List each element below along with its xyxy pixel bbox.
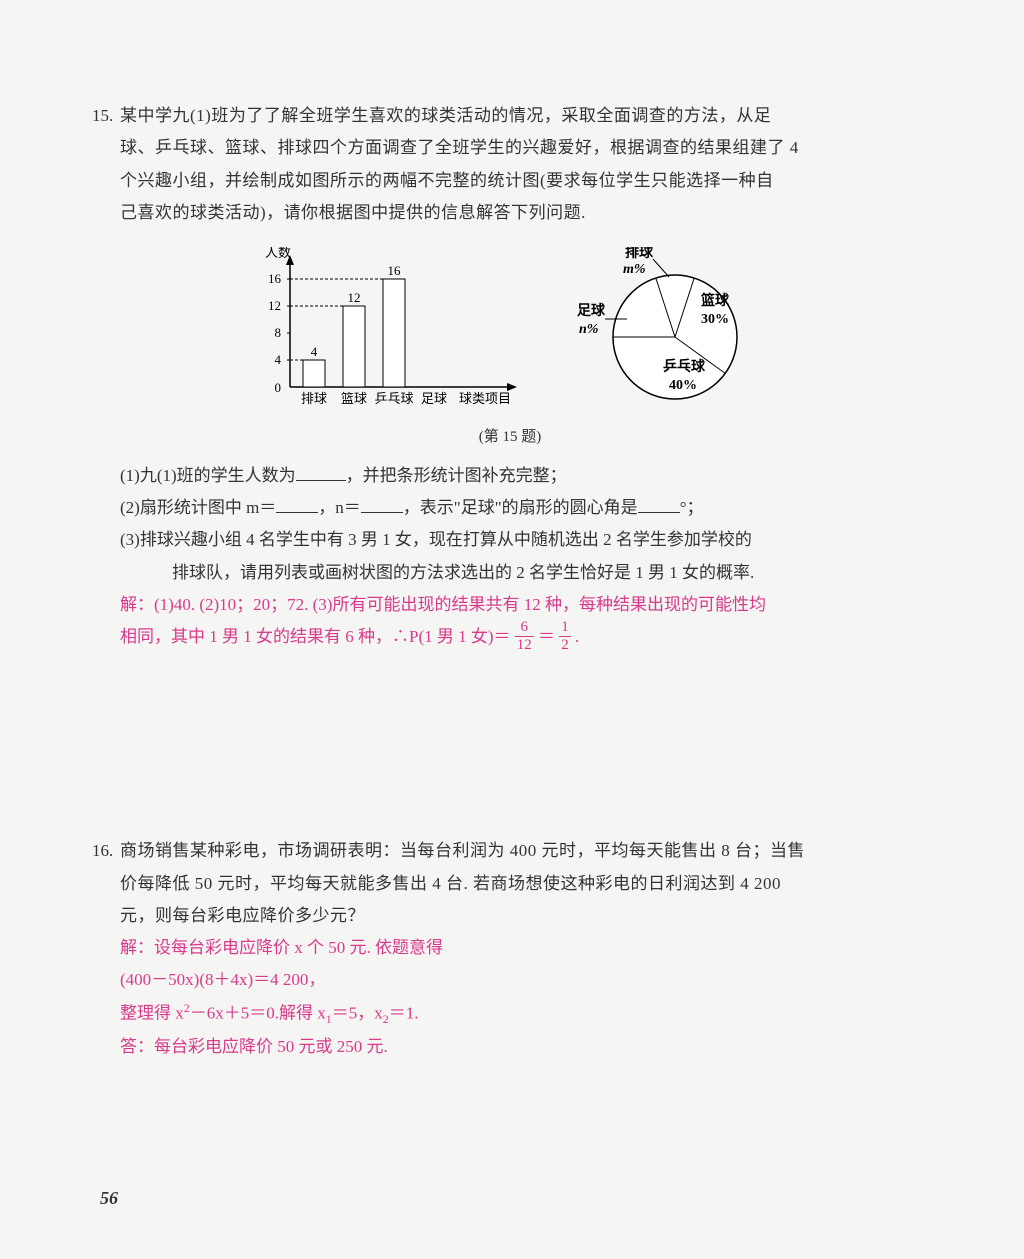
q15-ans2a: 相同，其中 1 男 1 女的结果有 6 种，∴P(1 男 1 女)＝ [120, 627, 511, 646]
frac-1-2: 12 [559, 619, 571, 653]
q15-charts: 人数 0 4 8 12 16 4 12 [120, 247, 900, 417]
q15-p2b: ，n＝ [318, 498, 361, 517]
q15-number: 15. [92, 100, 113, 132]
bar-xlabel: 球类项目 [459, 391, 511, 406]
pie-l-ppq: 乒乓球 [663, 358, 706, 375]
q15-p1b: ，并把条形统计图补充完整； [346, 466, 567, 485]
pie-v-zuqiu: n% [579, 322, 598, 337]
q15-p2c: ，表示"足球"的扇形的圆心角是 [403, 498, 638, 517]
bar-y0: 0 [275, 380, 282, 395]
bar-chart: 人数 0 4 8 12 16 4 12 [245, 247, 525, 417]
blank-2 [276, 494, 318, 513]
bar-y2: 8 [275, 325, 282, 340]
q15-ans2b: ＝ [538, 627, 559, 646]
problem-16: 16. 商场销售某种彩电，市场调研表明：当每台利润为 400 元时，平均每天能售… [120, 835, 900, 1063]
bar-y4: 16 [268, 271, 282, 286]
q15-part3a: (3)排球兴趣小组 4 名学生中有 3 男 1 女，现在打算从中随机选出 2 名… [120, 524, 900, 556]
q15-part3b: 排球队，请用列表或画树状图的方法求选出的 2 名学生恰好是 1 男 1 女的概率… [172, 557, 900, 589]
q15-ans1: 解：(1)40. (2)10；20；72. (3)所有可能出现的结果共有 12 … [120, 589, 900, 621]
q15-p1a: (1)九(1)班的学生人数为 [120, 466, 296, 485]
blank-3 [361, 494, 403, 513]
bar-v1: 12 [348, 290, 361, 305]
page-number: 56 [100, 1188, 118, 1209]
bar-c0: 排球 [301, 391, 327, 406]
q16-ans1: 解：设每台彩电应降价 x 个 50 元. 依题意得 [120, 932, 900, 964]
q15-line3: 个兴趣小组，并绘制成如图所示的两幅不完整的统计图(要求每位学生只能选择一种自 [120, 165, 900, 197]
q16-ans3: 整理得 x2－6x＋5＝0.解得 x1＝5，x2＝1. [120, 997, 900, 1031]
q16-stem: 商场销售某种彩电，市场调研表明：当每台利润为 400 元时，平均每天能售出 8 … [120, 835, 900, 932]
problem-15: 15. 某中学九(1)班为了了解全班学生喜欢的球类活动的情况，采取全面调查的方法… [120, 100, 900, 655]
q16-ans4: 答：每台彩电应降价 50 元或 250 元. [120, 1031, 900, 1063]
bar-v2: 16 [388, 263, 402, 278]
q15-line2: 球、乒乓球、篮球、排球四个方面调查了全班学生的兴趣爱好，根据调查的结果组建了 4 [120, 132, 900, 164]
pie-l-lanqiu: 篮球 [700, 292, 730, 309]
q15-line4: 己喜欢的球类活动)，请你根据图中提供的信息解答下列问题. [120, 197, 900, 229]
q16-ans2: (400－50x)(8＋4x)＝4 200， [120, 964, 900, 996]
bar-y3: 12 [268, 298, 281, 313]
frac-6-12: 612 [515, 619, 534, 653]
q15-line1: 某中学九(1)班为了了解全班学生喜欢的球类活动的情况，采取全面调查的方法，从足 [120, 100, 900, 132]
q15-part1: (1)九(1)班的学生人数为 ，并把条形统计图补充完整； [120, 460, 900, 492]
pie-l-paiqiu: 排球 [625, 247, 654, 261]
q15-caption: (第 15 题) [120, 423, 900, 452]
q15-ans2c: . [575, 627, 579, 646]
q16-line1: 商场销售某种彩电，市场调研表明：当每台利润为 400 元时，平均每天能售出 8 … [120, 835, 900, 867]
bar-c3: 足球 [421, 391, 447, 406]
q15-p2d: °； [680, 498, 704, 517]
blank-1 [296, 462, 346, 481]
pie-l-zuqiu: 足球 [577, 302, 606, 319]
bar-c1: 篮球 [341, 391, 367, 406]
pie-chart: 排球 m% 篮球 30% 足球 n% 乒乓球 40% [565, 247, 775, 417]
q16-number: 16. [92, 835, 113, 867]
q16-line2: 价每降低 50 元时，平均每天就能多售出 4 台. 若商场想使这种彩电的日利润达… [120, 868, 900, 900]
pie-v-ppq: 40% [669, 378, 697, 393]
q15-part2: (2)扇形统计图中 m＝ ，n＝ ，表示"足球"的扇形的圆心角是 °； [120, 492, 900, 524]
pie-v-lanqiu: 30% [701, 312, 729, 327]
bar-ylabel: 人数 [265, 247, 291, 260]
bar-y1: 4 [275, 352, 282, 367]
q15-ans2: 相同，其中 1 男 1 女的结果有 6 种，∴P(1 男 1 女)＝ 612 ＝… [120, 621, 900, 655]
q16-line3: 元，则每台彩电应降价多少元？ [120, 900, 900, 932]
bar-v0: 4 [311, 344, 318, 359]
bar-c2: 乒乓球 [374, 391, 413, 406]
page-content: 15. 某中学九(1)班为了了解全班学生喜欢的球类活动的情况，采取全面调查的方法… [120, 100, 900, 1123]
q15-p2a: (2)扇形统计图中 m＝ [120, 498, 276, 517]
blank-4 [638, 494, 680, 513]
q15-stem: 某中学九(1)班为了了解全班学生喜欢的球类活动的情况，采取全面调查的方法，从足 … [120, 100, 900, 229]
pie-v-paiqiu: m% [623, 262, 646, 277]
